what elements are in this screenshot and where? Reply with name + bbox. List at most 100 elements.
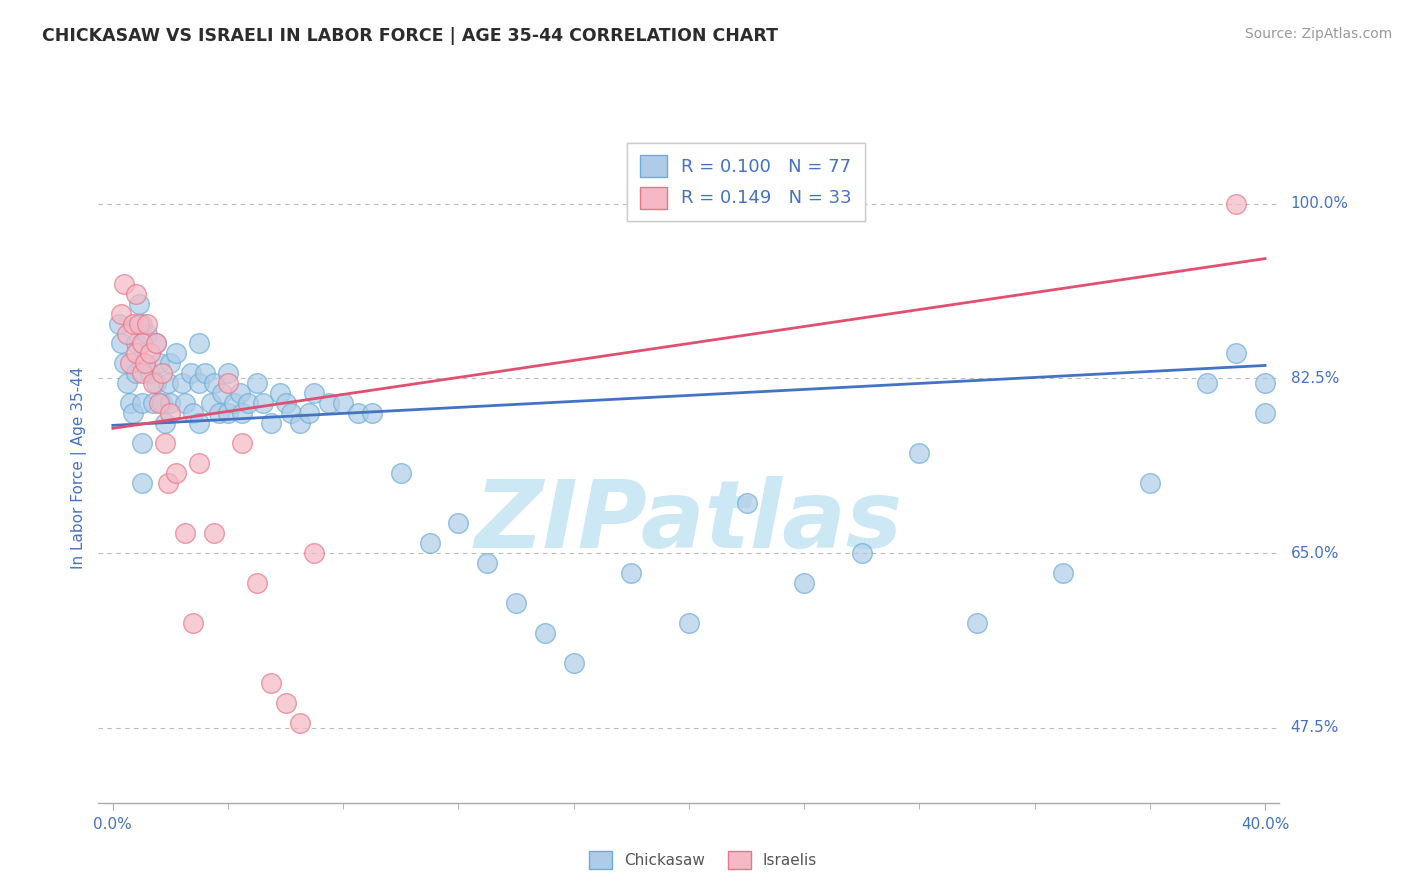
Point	[447, 516, 470, 531]
Point	[477, 556, 499, 570]
Text: 65.0%: 65.0%	[1291, 546, 1339, 561]
Point	[145, 336, 167, 351]
Text: ZIPatlas: ZIPatlas	[475, 475, 903, 568]
Point	[188, 456, 211, 470]
Point	[153, 436, 176, 450]
Point	[183, 406, 205, 420]
Point	[1225, 346, 1247, 360]
Point	[200, 396, 222, 410]
Point	[217, 406, 239, 420]
Y-axis label: In Labor Force | Age 35-44: In Labor Force | Age 35-44	[72, 368, 87, 569]
Point	[534, 626, 557, 640]
Point	[260, 417, 283, 431]
Point	[793, 576, 815, 591]
Point	[173, 526, 195, 541]
Point	[150, 367, 173, 381]
Point	[288, 417, 311, 431]
Point	[246, 376, 269, 391]
Text: 100.0%: 100.0%	[1291, 196, 1348, 211]
Point	[120, 356, 142, 370]
Point	[269, 386, 291, 401]
Point	[188, 336, 211, 351]
Point	[222, 396, 245, 410]
Point	[231, 436, 253, 450]
Point	[1139, 476, 1161, 491]
Point	[170, 376, 193, 391]
Point	[139, 346, 162, 360]
Point	[562, 656, 585, 670]
Point	[128, 317, 150, 331]
Text: CHICKASAW VS ISRAELI IN LABOR FORCE | AGE 35-44 CORRELATION CHART: CHICKASAW VS ISRAELI IN LABOR FORCE | AG…	[42, 27, 778, 45]
Point	[1197, 376, 1219, 391]
Point	[148, 396, 170, 410]
Point	[110, 336, 132, 351]
Point	[159, 406, 181, 420]
Point	[156, 376, 179, 391]
Point	[217, 367, 239, 381]
Point	[304, 546, 326, 560]
Point	[318, 396, 340, 410]
Point	[115, 376, 138, 391]
Point	[145, 376, 167, 391]
Point	[361, 406, 384, 420]
Point	[122, 406, 145, 420]
Point	[165, 346, 187, 360]
Point	[620, 566, 643, 581]
Point	[735, 496, 758, 510]
Point	[125, 286, 148, 301]
Point	[112, 356, 135, 370]
Point	[389, 467, 412, 481]
Point	[115, 326, 138, 341]
Point	[142, 396, 165, 410]
Point	[202, 526, 225, 541]
Text: Source: ZipAtlas.com: Source: ZipAtlas.com	[1244, 27, 1392, 41]
Point	[228, 386, 250, 401]
Point	[298, 406, 321, 420]
Point	[131, 317, 153, 331]
Point	[145, 336, 167, 351]
Point	[505, 596, 527, 610]
Point	[1254, 376, 1277, 391]
Point	[128, 296, 150, 310]
Point	[120, 396, 142, 410]
Text: 82.5%: 82.5%	[1291, 371, 1339, 386]
Legend: Chickasaw, Israelis: Chickasaw, Israelis	[582, 845, 824, 875]
Point	[131, 476, 153, 491]
Point	[202, 376, 225, 391]
Point	[252, 396, 274, 410]
Point	[966, 616, 988, 631]
Point	[280, 406, 302, 420]
Point	[150, 396, 173, 410]
Point	[260, 676, 283, 690]
Point	[1225, 196, 1247, 211]
Point	[125, 367, 148, 381]
Point	[238, 396, 260, 410]
Point	[304, 386, 326, 401]
Point	[136, 326, 159, 341]
Point	[346, 406, 368, 420]
Point	[134, 356, 156, 370]
Point	[148, 356, 170, 370]
Point	[288, 715, 311, 730]
Point	[153, 417, 176, 431]
Point	[159, 356, 181, 370]
Point	[274, 396, 297, 410]
Point	[122, 317, 145, 331]
Point	[125, 346, 148, 360]
Point	[131, 436, 153, 450]
Point	[131, 367, 153, 381]
Point	[139, 367, 162, 381]
Point	[1254, 406, 1277, 420]
Point	[231, 406, 253, 420]
Point	[246, 576, 269, 591]
Point	[851, 546, 873, 560]
Point	[217, 376, 239, 391]
Point	[112, 277, 135, 291]
Point	[131, 396, 153, 410]
Text: 47.5%: 47.5%	[1291, 721, 1339, 735]
Point	[274, 696, 297, 710]
Point	[156, 476, 179, 491]
Point	[110, 306, 132, 320]
Legend: R = 0.100   N = 77, R = 0.149   N = 33: R = 0.100 N = 77, R = 0.149 N = 33	[627, 143, 865, 221]
Point	[1052, 566, 1074, 581]
